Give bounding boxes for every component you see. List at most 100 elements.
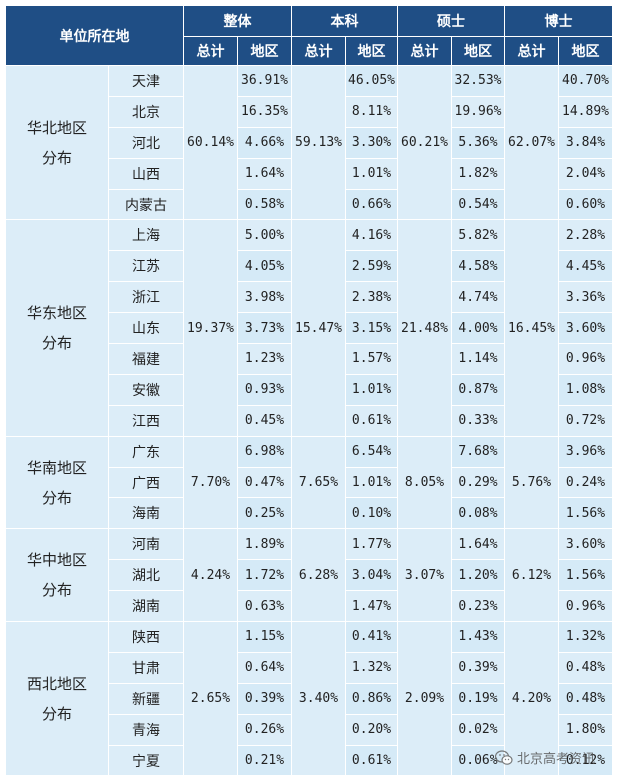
province-share-value: 1.08% xyxy=(558,373,613,406)
province-share-value: 16.35% xyxy=(237,95,292,128)
province-share-value: 1.14% xyxy=(451,343,505,375)
province-share-value: 6.54% xyxy=(345,435,398,468)
province-name: 上海 xyxy=(108,219,184,252)
province-name: 陕西 xyxy=(108,621,184,653)
province-share-value: 0.24% xyxy=(558,466,613,499)
table-row: 山西 1.64% 1.01% 1.82% 2.04% xyxy=(6,157,613,190)
province-share-value: 2.28% xyxy=(558,219,613,252)
region-total-value: 19.37% xyxy=(183,219,238,437)
province-share-value: 36.91% xyxy=(237,65,292,97)
region-total-value: 16.45% xyxy=(504,219,559,437)
province-share-value: 5.82% xyxy=(451,219,505,252)
sub-header-total: 总计 xyxy=(397,36,452,66)
province-name: 山西 xyxy=(108,157,184,190)
group-header-bachelor: 本科 xyxy=(291,5,398,37)
province-share-value: 1.32% xyxy=(345,651,398,684)
province-share-value: 3.73% xyxy=(237,312,292,345)
province-share-value: 0.06% xyxy=(451,744,505,777)
province-name: 安徽 xyxy=(108,373,184,406)
province-name: 江苏 xyxy=(108,250,184,283)
province-share-value: 1.89% xyxy=(237,528,292,561)
province-share-value: 3.84% xyxy=(558,126,613,159)
region-name: 西北地区 分布 xyxy=(5,621,109,777)
province-share-value: 4.58% xyxy=(451,250,505,283)
region-total-value: 4.20% xyxy=(504,621,559,777)
province-share-value: 3.04% xyxy=(345,559,398,592)
region-total-value: 3.40% xyxy=(291,621,346,777)
province-share-value: 0.48% xyxy=(558,651,613,684)
province-share-value: 1.01% xyxy=(345,373,398,406)
province-name: 宁夏 xyxy=(108,744,184,777)
province-share-value: 3.60% xyxy=(558,312,613,345)
province-name: 天津 xyxy=(108,65,184,97)
table-row: 湖南 0.63% 1.47% 0.23% 0.96% xyxy=(6,590,613,623)
province-share-value: 7.68% xyxy=(451,435,505,468)
province-share-value: 1.80% xyxy=(558,713,613,746)
province-share-value: 0.47% xyxy=(237,466,292,499)
province-name: 江西 xyxy=(108,404,184,437)
table-row: 北京 16.35% 8.11% 19.96% 14.89% xyxy=(6,95,613,128)
province-share-value: 3.30% xyxy=(345,126,398,159)
province-share-value: 0.10% xyxy=(345,497,398,530)
province-share-value: 1.23% xyxy=(237,343,292,375)
group-header-master: 硕士 xyxy=(397,5,505,37)
province-name: 青海 xyxy=(108,713,184,746)
province-share-value: 32.53% xyxy=(451,65,505,97)
province-share-value: 1.64% xyxy=(237,157,292,190)
province-share-value: 0.25% xyxy=(237,497,292,530)
province-name: 广东 xyxy=(108,435,184,468)
province-share-value: 0.86% xyxy=(345,682,398,715)
province-share-value: 0.33% xyxy=(451,404,505,437)
region-total-value: 7.65% xyxy=(291,435,346,530)
table-row: 新疆 0.39% 0.86% 0.19% 0.48% xyxy=(6,682,613,715)
province-share-value: 0.02% xyxy=(451,713,505,746)
province-name: 内蒙古 xyxy=(108,188,184,221)
sub-header-total: 总计 xyxy=(504,36,559,66)
province-share-value: 1.56% xyxy=(558,559,613,592)
province-share-value: 4.74% xyxy=(451,281,505,314)
province-share-value: 3.36% xyxy=(558,281,613,314)
sub-header-total: 总计 xyxy=(291,36,346,66)
header-row-subs: 总计 地区 总计 地区 总计 地区 总计 地区 xyxy=(6,36,613,66)
region-total-value: 21.48% xyxy=(397,219,452,437)
region-total-value: 8.05% xyxy=(397,435,452,530)
province-share-value: 0.45% xyxy=(237,404,292,437)
employment-location-table: 单位所在地 整体 本科 硕士 博士 总计 地区 总计 地区 总计 地区 总计 地… xyxy=(5,5,613,777)
table-row: 江苏 4.05% 2.59% 4.58% 4.45% xyxy=(6,250,613,283)
province-share-value: 0.26% xyxy=(237,713,292,746)
region-total-value: 5.76% xyxy=(504,435,559,530)
region-total-value: 60.21% xyxy=(397,64,452,221)
group-header-overall: 整体 xyxy=(183,5,292,37)
region-total-value: 7.70% xyxy=(183,435,238,530)
region-total-value: 4.24% xyxy=(183,528,238,623)
watermark-text: 北京高考资讯 xyxy=(516,752,595,767)
province-share-value: 5.36% xyxy=(451,126,505,159)
table-row: 安徽 0.93% 1.01% 0.87% 1.08% xyxy=(6,373,613,406)
province-share-value: 0.39% xyxy=(451,651,505,684)
province-share-value: 0.54% xyxy=(451,188,505,221)
province-share-value: 0.29% xyxy=(451,466,505,499)
province-share-value: 3.15% xyxy=(345,312,398,345)
province-share-value: 2.38% xyxy=(345,281,398,314)
region-total-value: 2.65% xyxy=(183,621,238,777)
province-share-value: 14.89% xyxy=(558,95,613,128)
table-row: 福建 1.23% 1.57% 1.14% 0.96% xyxy=(6,343,613,375)
region-total-value: 2.09% xyxy=(397,621,452,777)
province-share-value: 46.05% xyxy=(345,65,398,97)
province-share-value: 2.59% xyxy=(345,250,398,283)
table-row: 浙江 3.98% 2.38% 4.74% 3.36% xyxy=(6,281,613,314)
table-row: 华中地区 分布 河南 4.24% 1.89% 6.28% 1.77% 3.07% 1.64% 6.… xyxy=(5,528,613,623)
region-total-value: 6.12% xyxy=(504,528,559,623)
province-share-value: 0.93% xyxy=(237,373,292,406)
province-share-value: 0.21% xyxy=(237,744,292,777)
province-name: 河南 xyxy=(108,528,184,561)
table-row: 湖北 1.72% 3.04% 1.20% 1.56% xyxy=(6,559,613,592)
table-row: 华北地区 分布 天津 60.14% 36.91% 59.13% 46.05% 60.21% 32… xyxy=(5,64,613,221)
province-share-value: 0.87% xyxy=(451,373,505,406)
province-name: 甘肃 xyxy=(108,651,184,684)
region-name: 华中地区 分布 xyxy=(5,528,109,623)
region-total-value: 60.14% xyxy=(183,64,238,221)
province-name: 河北 xyxy=(108,126,184,159)
region-name: 华北地区 分布 xyxy=(5,64,109,221)
group-header-doctor: 博士 xyxy=(504,5,613,37)
